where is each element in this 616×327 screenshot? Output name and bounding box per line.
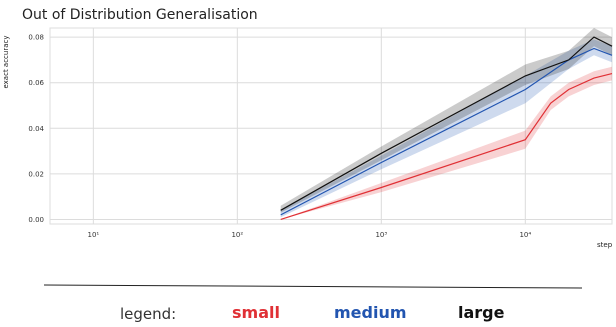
band-medium — [280, 39, 612, 218]
line-small — [280, 73, 613, 220]
series-lines — [280, 36, 613, 220]
band-small — [280, 66, 612, 220]
x-tick-label: 10³ — [375, 231, 387, 239]
plot-frame — [49, 27, 613, 225]
line-medium — [280, 47, 613, 216]
tick-labels: 10¹ 10² 10³ 10⁴ 0.00 0.02 0.04 0.06 0.08 — [28, 34, 531, 239]
y-tick-label: 0.04 — [28, 125, 44, 133]
y-tick-label: 0.02 — [28, 170, 44, 178]
legend-item-large: large — [458, 303, 505, 322]
chart-title: Out of Distribution Generalisation — [22, 7, 258, 23]
chart-svg: Out of Distribution Generalisation 10¹ 10… — [2, 7, 613, 289]
legend-item-medium: medium — [334, 303, 407, 322]
y-tick-label: 0.00 — [28, 216, 44, 224]
legend-prefix: legend: — [120, 305, 177, 323]
band-large — [280, 28, 612, 213]
y-axis-label: exact accuracy — [2, 35, 10, 88]
legend-item-small: small — [232, 303, 280, 322]
x-axis-label: step — [597, 241, 613, 249]
x-tick-label: 10² — [231, 231, 243, 239]
x-tick-label: 10⁴ — [519, 231, 531, 239]
confidence-bands — [280, 28, 612, 220]
line-large — [280, 36, 613, 211]
y-tick-label: 0.06 — [28, 79, 44, 87]
grid — [49, 27, 613, 225]
y-tick-label: 0.08 — [28, 34, 44, 42]
legend: legend: small medium large — [0, 300, 616, 327]
legend-divider — [43, 284, 583, 289]
x-tick-label: 10¹ — [87, 231, 99, 239]
